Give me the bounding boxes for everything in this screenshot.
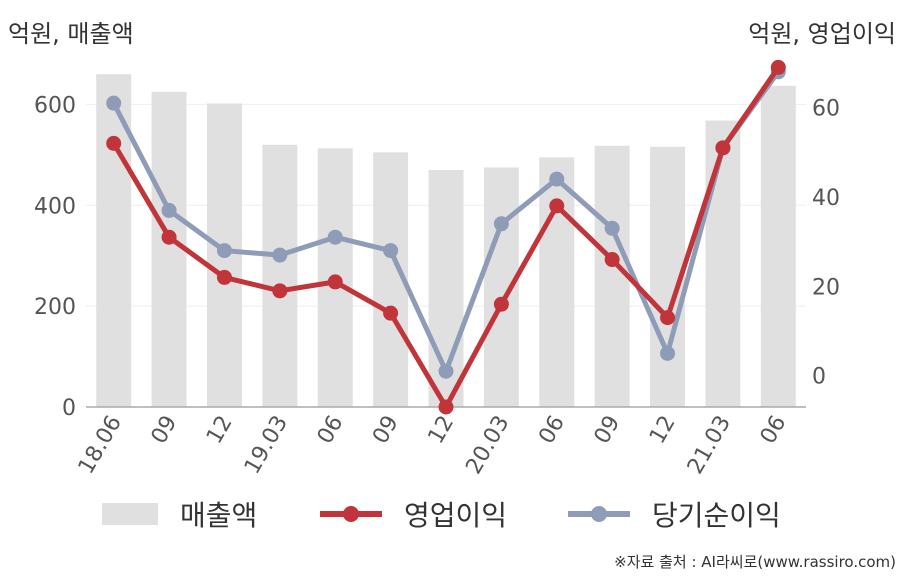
x-tick-label: 06 (756, 412, 792, 449)
profit-lines (106, 59, 786, 415)
x-tick-label: 12 (424, 412, 460, 449)
left-axis-unit: 억원, 매출액 (8, 20, 134, 48)
net-income-point (549, 171, 565, 187)
x-tick-label: 18.06 (74, 412, 127, 479)
operating-profit-point (216, 269, 232, 285)
net-income-point (272, 247, 288, 263)
right-tick-label: 20 (812, 275, 840, 300)
x-tick-label: 19.03 (240, 412, 293, 479)
right-axis-unit: 억원, 영업이익 (748, 20, 896, 48)
x-tick-label: 21.03 (683, 412, 736, 479)
x-tick-label: 20.03 (461, 412, 514, 479)
x-tick-label: 12 (645, 412, 681, 449)
left-tick-label: 0 (62, 396, 76, 421)
operating-profit-point (770, 59, 786, 75)
legend-item-net-income: 당기순이익 (568, 492, 781, 536)
operating-profit-point (161, 229, 177, 245)
right-tick-label: 40 (812, 186, 840, 211)
net-income-point (106, 95, 122, 111)
net-income-point (216, 243, 232, 259)
x-tick-label: 09 (147, 412, 183, 449)
right-tick-label: 60 (812, 97, 840, 122)
revenue-bar (262, 144, 298, 407)
legend-label-revenue: 매출액 (180, 499, 258, 532)
legend-item-operating-profit: 영업이익 (320, 492, 507, 536)
legend-swatch-operating-profit (320, 503, 382, 525)
revenue-bar (760, 85, 796, 408)
left-tick-label: 400 (34, 194, 76, 219)
legend-swatch-revenue (102, 503, 158, 525)
legend-label-net-income: 당기순이익 (652, 499, 781, 532)
legend: 매출액 영업이익 당기순이익 (0, 492, 908, 536)
net-income-point (438, 363, 454, 379)
legend-swatch-net-income (568, 503, 630, 525)
x-tick-label: 09 (590, 412, 626, 449)
left-tick-label: 600 (34, 93, 76, 118)
operating-profit-point (493, 296, 509, 312)
net-income-point (660, 345, 676, 361)
right-axis-ticks: 0 20 40 60 (812, 97, 840, 390)
x-tick-label: 06 (313, 412, 349, 449)
net-income-point (604, 220, 620, 236)
operating-profit-point (715, 140, 731, 156)
source-note: ※자료 출처 : AI라씨로(www.rassiro.com) (614, 553, 896, 571)
x-tick-label: 12 (202, 412, 238, 449)
left-tick-label: 200 (34, 295, 76, 320)
operating-profit-point (660, 310, 676, 326)
operating-profit-point (383, 305, 399, 321)
legend-label-operating-profit: 영업이익 (404, 499, 508, 532)
revenue-bar (594, 145, 630, 407)
net-income-point (493, 216, 509, 232)
x-tick-label: 09 (368, 412, 404, 449)
x-axis-ticks: 18.06 09 12 19.03 06 09 12 20.03 06 09 12 21.03 06 (74, 412, 792, 479)
revenue-bar (705, 120, 741, 408)
revenue-bar (151, 91, 187, 408)
operating-profit-point (549, 198, 565, 214)
left-axis-ticks: 0 200 400 600 (34, 93, 76, 421)
legend-item-revenue: 매출액 (102, 492, 257, 536)
operating-profit-point (272, 283, 288, 299)
operating-profit-point (327, 274, 343, 290)
revenue-bar (539, 157, 575, 407)
operating-profit-point (604, 252, 620, 268)
x-tick-label: 06 (534, 412, 570, 449)
operating-profit-point (106, 135, 122, 151)
net-income-point (161, 202, 177, 218)
operating-profit-point (438, 399, 454, 415)
net-income-point (327, 229, 343, 245)
right-tick-label: 0 (812, 365, 826, 390)
net-income-point (383, 243, 399, 259)
